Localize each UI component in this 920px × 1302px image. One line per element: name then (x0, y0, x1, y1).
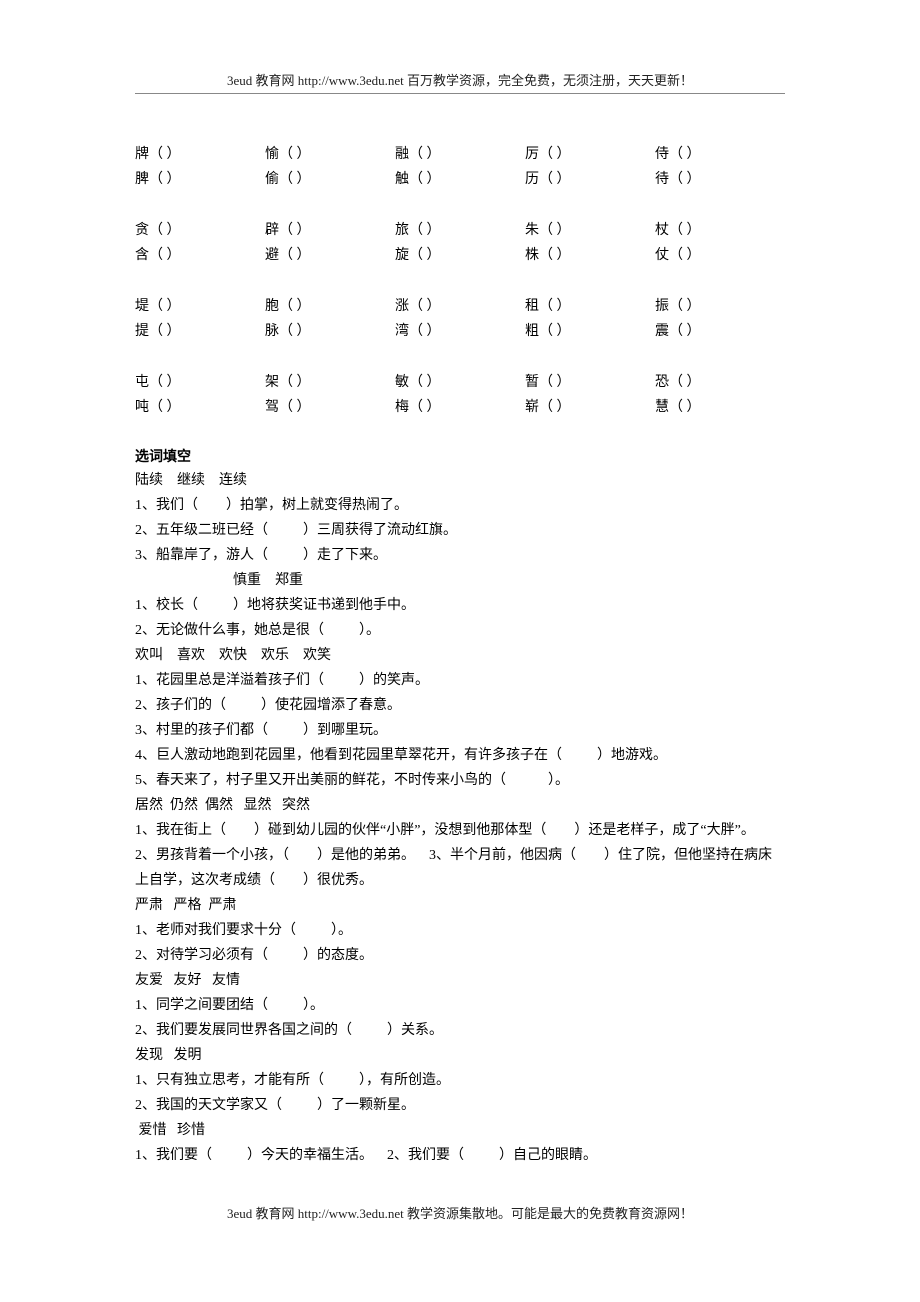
word-options: 爱惜 珍惜 (135, 1118, 785, 1143)
char-row: 提（ ）脉（ ）湾（ ）粗（ ）震（ ） (135, 319, 785, 344)
char-cell: 触（ ） (395, 167, 525, 192)
character-pair-section: 牌（ ）愉（ ）融（ ）厉（ ）侍（ ）脾（ ）偷（ ）触（ ）历（ ）待（ ）… (135, 142, 785, 420)
char-cell: 牌（ ） (135, 142, 265, 167)
fill-item: 2、五年级二班已经（ ）三周获得了流动红旗。 (135, 518, 785, 543)
char-cell: 慧（ ） (655, 395, 785, 420)
char-cell: 租（ ） (525, 294, 655, 319)
fill-item: 1、同学之间要团结（ ）。 (135, 993, 785, 1018)
char-cell: 厉（ ） (525, 142, 655, 167)
char-cell: 旋（ ） (395, 243, 525, 268)
fill-item: 2、孩子们的（ ）使花园增添了春意。 (135, 693, 785, 718)
char-cell: 提（ ） (135, 319, 265, 344)
fill-blank-section: 陆续 继续 连续1、我们（ ）拍掌，树上就变得热闹了。2、五年级二班已经（ ）三… (135, 468, 785, 1168)
char-row: 脾（ ）偷（ ）触（ ）历（ ）待（ ） (135, 167, 785, 192)
fill-item: 2、无论做什么事，她总是很（ ）。 (135, 618, 785, 643)
word-options: 陆续 继续 连续 (135, 468, 785, 493)
word-options: 友爱 友好 友情 (135, 968, 785, 993)
char-cell: 恐（ ） (655, 370, 785, 395)
fill-item: 1、老师对我们要求十分（ ）。 (135, 918, 785, 943)
char-cell: 脉（ ） (265, 319, 395, 344)
char-group: 牌（ ）愉（ ）融（ ）厉（ ）侍（ ）脾（ ）偷（ ）触（ ）历（ ）待（ ） (135, 142, 785, 192)
char-cell: 涨（ ） (395, 294, 525, 319)
char-group: 贪（ ）辟（ ）旅（ ）朱（ ）杖（ ）含（ ）避（ ）旋（ ）株（ ）仗（ ） (135, 218, 785, 268)
char-cell: 避（ ） (265, 243, 395, 268)
char-cell: 贪（ ） (135, 218, 265, 243)
fill-item: 1、我们要（ ）今天的幸福生活。 2、我们要（ ）自己的眼睛。 (135, 1143, 785, 1168)
char-cell: 旅（ ） (395, 218, 525, 243)
word-options: 居然 仍然 偶然 显然 突然 (135, 793, 785, 818)
char-cell: 堤（ ） (135, 294, 265, 319)
fill-item: 1、我们（ ）拍掌，树上就变得热闹了。 (135, 493, 785, 518)
char-row: 贪（ ）辟（ ）旅（ ）朱（ ）杖（ ） (135, 218, 785, 243)
char-cell: 含（ ） (135, 243, 265, 268)
word-options: 慎重 郑重 (135, 568, 785, 593)
char-row: 含（ ）避（ ）旋（ ）株（ ）仗（ ） (135, 243, 785, 268)
char-cell: 粗（ ） (525, 319, 655, 344)
char-cell: 吨（ ） (135, 395, 265, 420)
fill-item: 1、校长（ ）地将获奖证书递到他手中。 (135, 593, 785, 618)
char-cell: 株（ ） (525, 243, 655, 268)
char-cell: 朱（ ） (525, 218, 655, 243)
fill-item: 3、船靠岸了，游人（ ）走了下来。 (135, 543, 785, 568)
char-cell: 架（ ） (265, 370, 395, 395)
char-cell: 振（ ） (655, 294, 785, 319)
fill-item: 1、花园里总是洋溢着孩子们（ ）的笑声。 (135, 668, 785, 693)
char-cell: 侍（ ） (655, 142, 785, 167)
fill-item: 1、只有独立思考，才能有所（ ），有所创造。 (135, 1068, 785, 1093)
fill-item: 2、我国的天文学家又（ ）了一颗新星。 (135, 1093, 785, 1118)
char-cell: 偷（ ） (265, 167, 395, 192)
char-cell: 湾（ ） (395, 319, 525, 344)
char-cell: 辟（ ） (265, 218, 395, 243)
fill-item: 1、我在街上（ ）碰到幼儿园的伙伴“小胖”，没想到他那体型（ ）还是老样子，成了… (135, 818, 785, 893)
fill-item: 2、对待学习必须有（ ）的态度。 (135, 943, 785, 968)
fill-item: 3、村里的孩子们都（ ）到哪里玩。 (135, 718, 785, 743)
char-group: 堤（ ）胞（ ）涨（ ）租（ ）振（ ）提（ ）脉（ ）湾（ ）粗（ ）震（ ） (135, 294, 785, 344)
page-footer: 3eud 教育网 http://www.3edu.net 教学资源集散地。可能是… (135, 1203, 785, 1222)
char-cell: 仗（ ） (655, 243, 785, 268)
char-row: 吨（ ）驾（ ）梅（ ）崭（ ）慧（ ） (135, 395, 785, 420)
char-cell: 驾（ ） (265, 395, 395, 420)
fill-item: 5、春天来了，村子里又开出美丽的鲜花，不时传来小鸟的（ ）。 (135, 768, 785, 793)
char-cell: 待（ ） (655, 167, 785, 192)
fill-item: 2、我们要发展同世界各国之间的（ ）关系。 (135, 1018, 785, 1043)
char-cell: 梅（ ） (395, 395, 525, 420)
char-cell: 历（ ） (525, 167, 655, 192)
fill-item: 4、巨人激动地跑到花园里，他看到花园里草翠花开，有许多孩子在（ ）地游戏。 (135, 743, 785, 768)
char-cell: 暂（ ） (525, 370, 655, 395)
word-options: 严肃 严格 严肃 (135, 893, 785, 918)
char-cell: 愉（ ） (265, 142, 395, 167)
char-cell: 脾（ ） (135, 167, 265, 192)
char-cell: 屯（ ） (135, 370, 265, 395)
char-cell: 敏（ ） (395, 370, 525, 395)
char-row: 屯（ ）架（ ）敏（ ）暂（ ）恐（ ） (135, 370, 785, 395)
word-options: 欢叫 喜欢 欢快 欢乐 欢笑 (135, 643, 785, 668)
word-options: 发现 发明 (135, 1043, 785, 1068)
char-cell: 杖（ ） (655, 218, 785, 243)
char-group: 屯（ ）架（ ）敏（ ）暂（ ）恐（ ）吨（ ）驾（ ）梅（ ）崭（ ）慧（ ） (135, 370, 785, 420)
char-row: 牌（ ）愉（ ）融（ ）厉（ ）侍（ ） (135, 142, 785, 167)
page-header: 3eud 教育网 http://www.3edu.net 百万教学资源，完全免费… (135, 70, 785, 94)
char-cell: 胞（ ） (265, 294, 395, 319)
char-cell: 震（ ） (655, 319, 785, 344)
char-cell: 崭（ ） (525, 395, 655, 420)
section-title: 选词填空 (135, 446, 785, 466)
char-cell: 融（ ） (395, 142, 525, 167)
char-row: 堤（ ）胞（ ）涨（ ）租（ ）振（ ） (135, 294, 785, 319)
